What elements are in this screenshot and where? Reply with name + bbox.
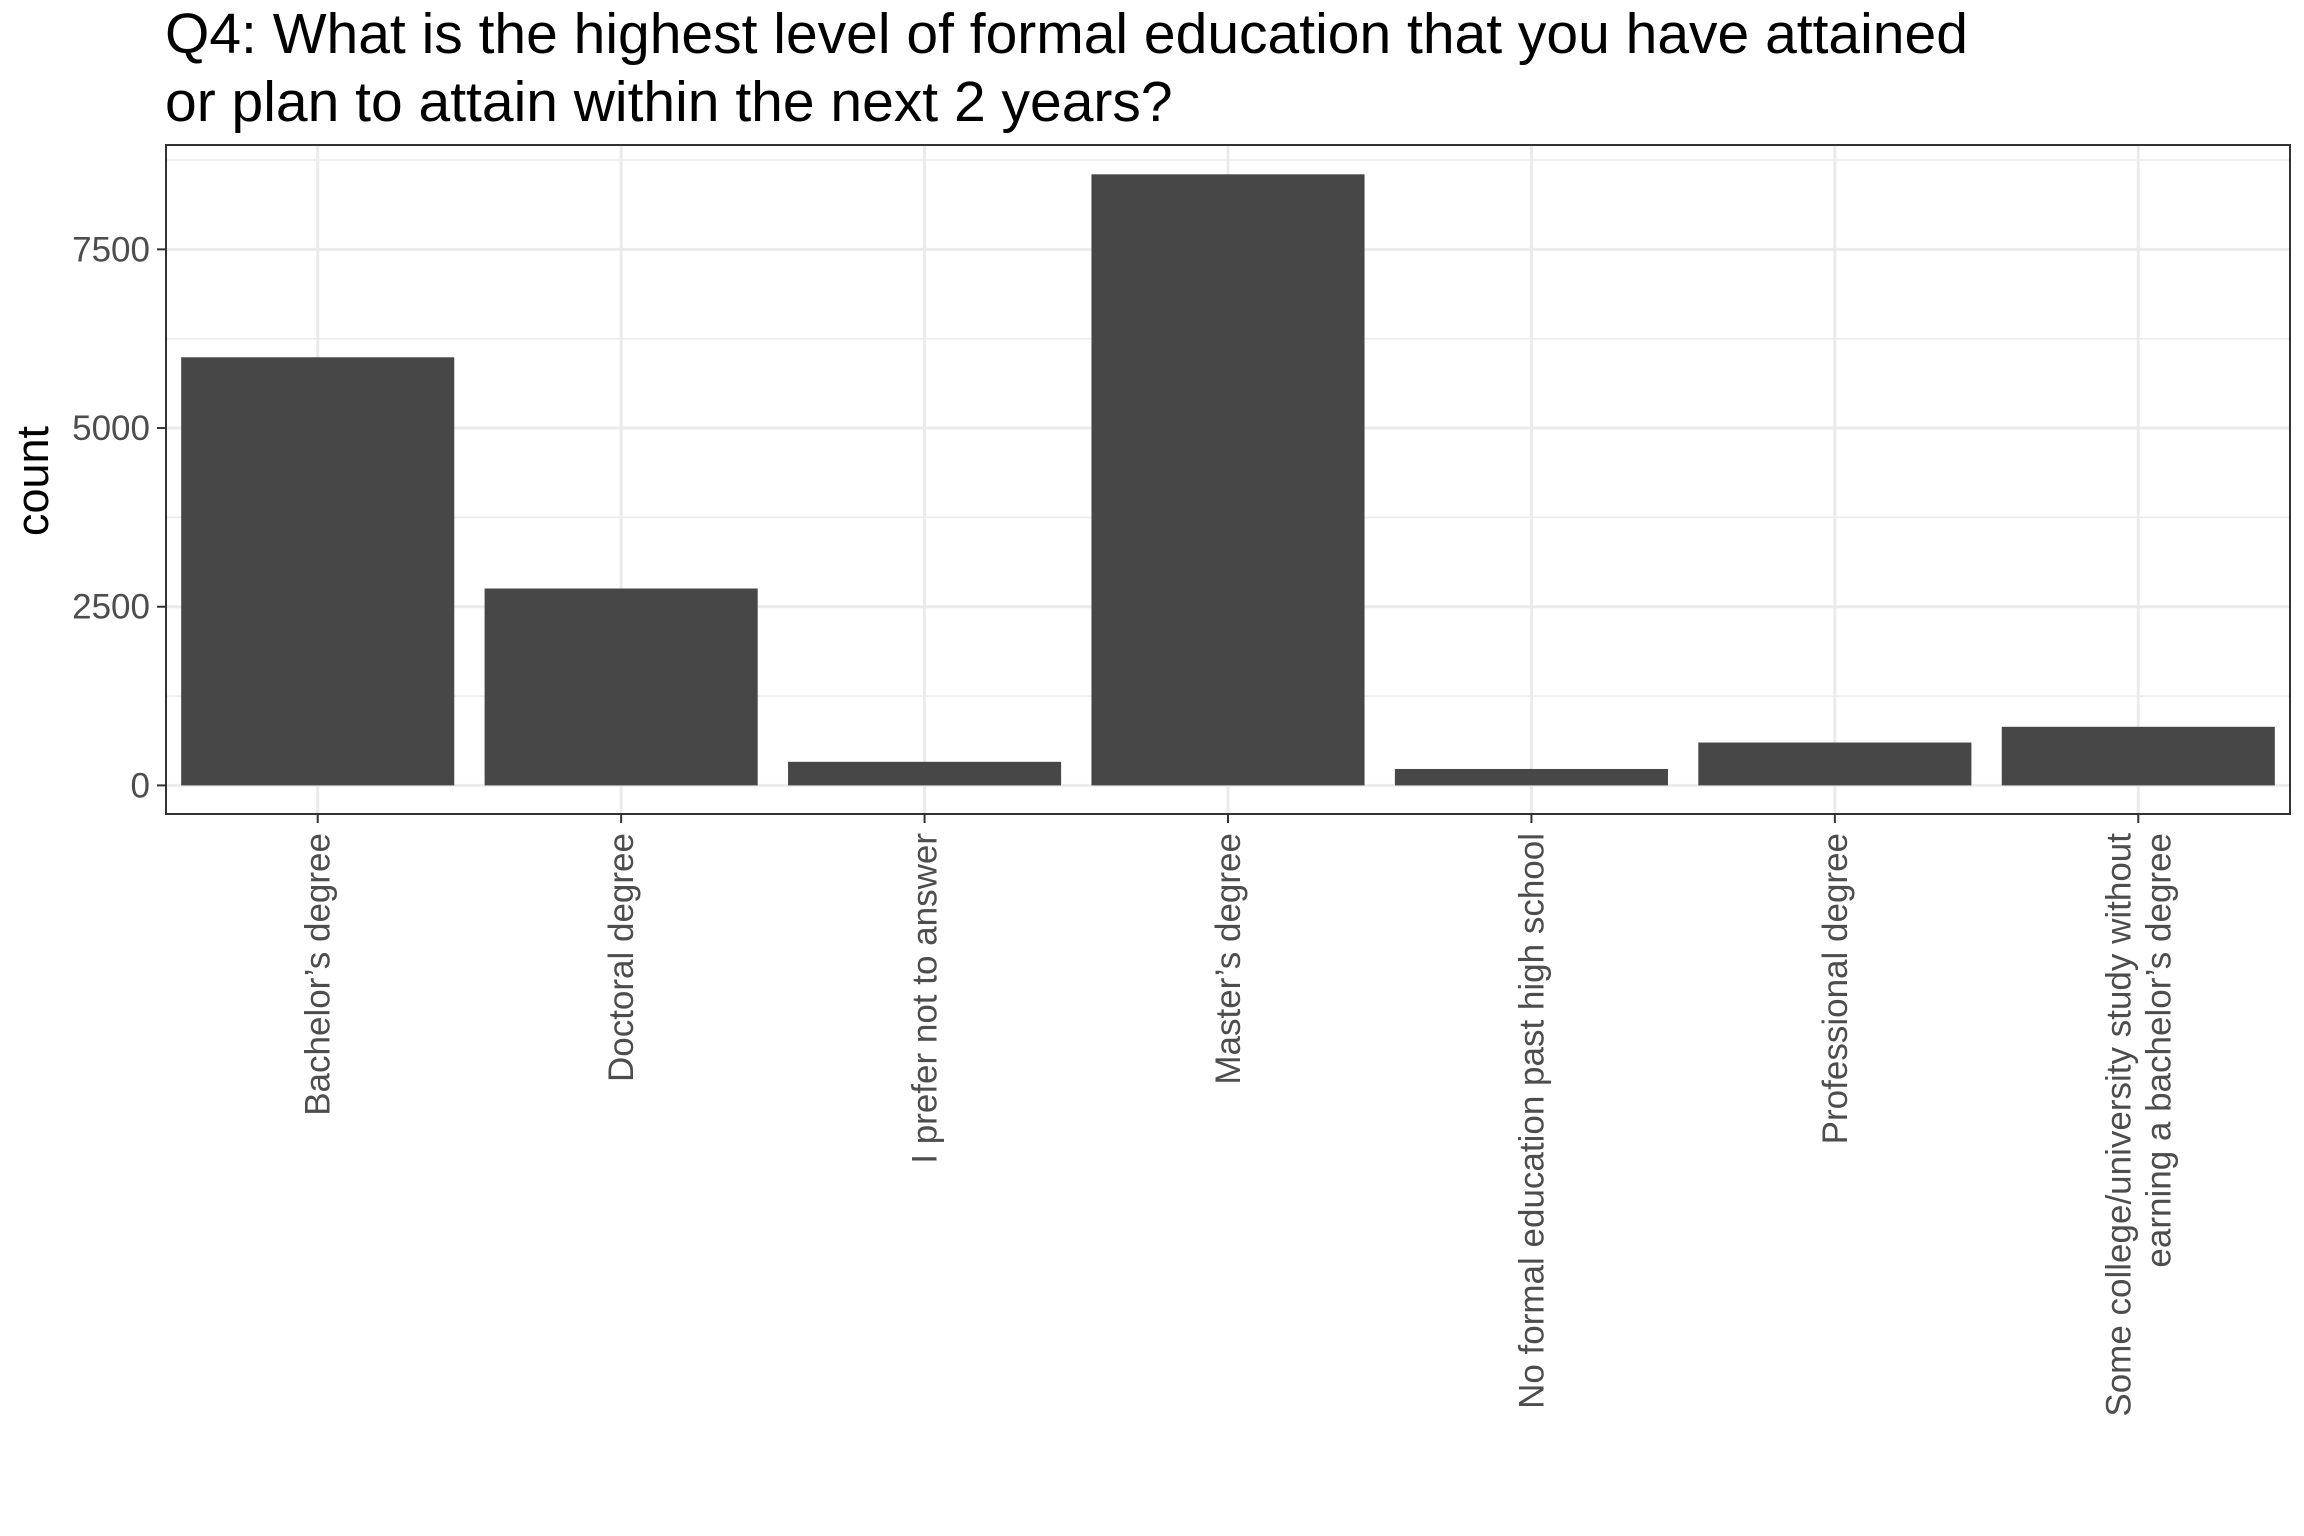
x-tick-label: Professional degree	[1816, 833, 1855, 1144]
x-tick-label-line: Bachelor’s degree	[299, 833, 338, 1116]
x-tick-label-line: Some college/university study without	[2099, 833, 2138, 1417]
bar	[1698, 742, 1972, 786]
x-tick-label-line: Professional degree	[1816, 833, 1855, 1144]
x-tick-label-line: earning a bachelor’s degree	[2139, 833, 2178, 1268]
y-tick-label: 5000	[72, 409, 150, 448]
y-tick-label: 2500	[72, 588, 150, 627]
x-tick-label: I prefer not to answer	[906, 833, 945, 1164]
chart-title-line-2: or plan to attain within the next 2 year…	[165, 70, 1173, 134]
bar	[484, 588, 758, 786]
axes: 0 2500 5000 7500 Bachelor’s degree Doctoral d…	[72, 230, 2178, 1416]
bars	[181, 174, 2275, 786]
x-tick-label-line: Master’s degree	[1209, 833, 1248, 1085]
x-tick-label: Doctoral degree	[602, 833, 641, 1082]
bar	[1091, 174, 1365, 786]
y-axis-label: count	[7, 425, 58, 536]
x-tick-label-line: No formal education past high school	[1512, 833, 1551, 1409]
x-tick-label-line: Doctoral degree	[602, 833, 641, 1082]
y-tick-label: 0	[131, 766, 150, 805]
x-tick-label: Bachelor’s degree	[299, 833, 338, 1116]
chart-title: Q4: What is the highest level of formal …	[165, 2, 1984, 134]
bar	[788, 761, 1062, 786]
x-tick-label: Master’s degree	[1209, 833, 1248, 1085]
y-tick-label: 7500	[72, 230, 150, 269]
bar	[181, 357, 455, 786]
chart-title-line-1: Q4: What is the highest level of formal …	[165, 2, 1968, 66]
bar	[2001, 726, 2275, 786]
x-tick-label: No formal education past high school	[1512, 833, 1551, 1409]
x-tick-label: Some college/university study withoutear…	[2099, 833, 2178, 1417]
x-tick-label-line: I prefer not to answer	[906, 833, 945, 1164]
bar	[1394, 768, 1668, 786]
